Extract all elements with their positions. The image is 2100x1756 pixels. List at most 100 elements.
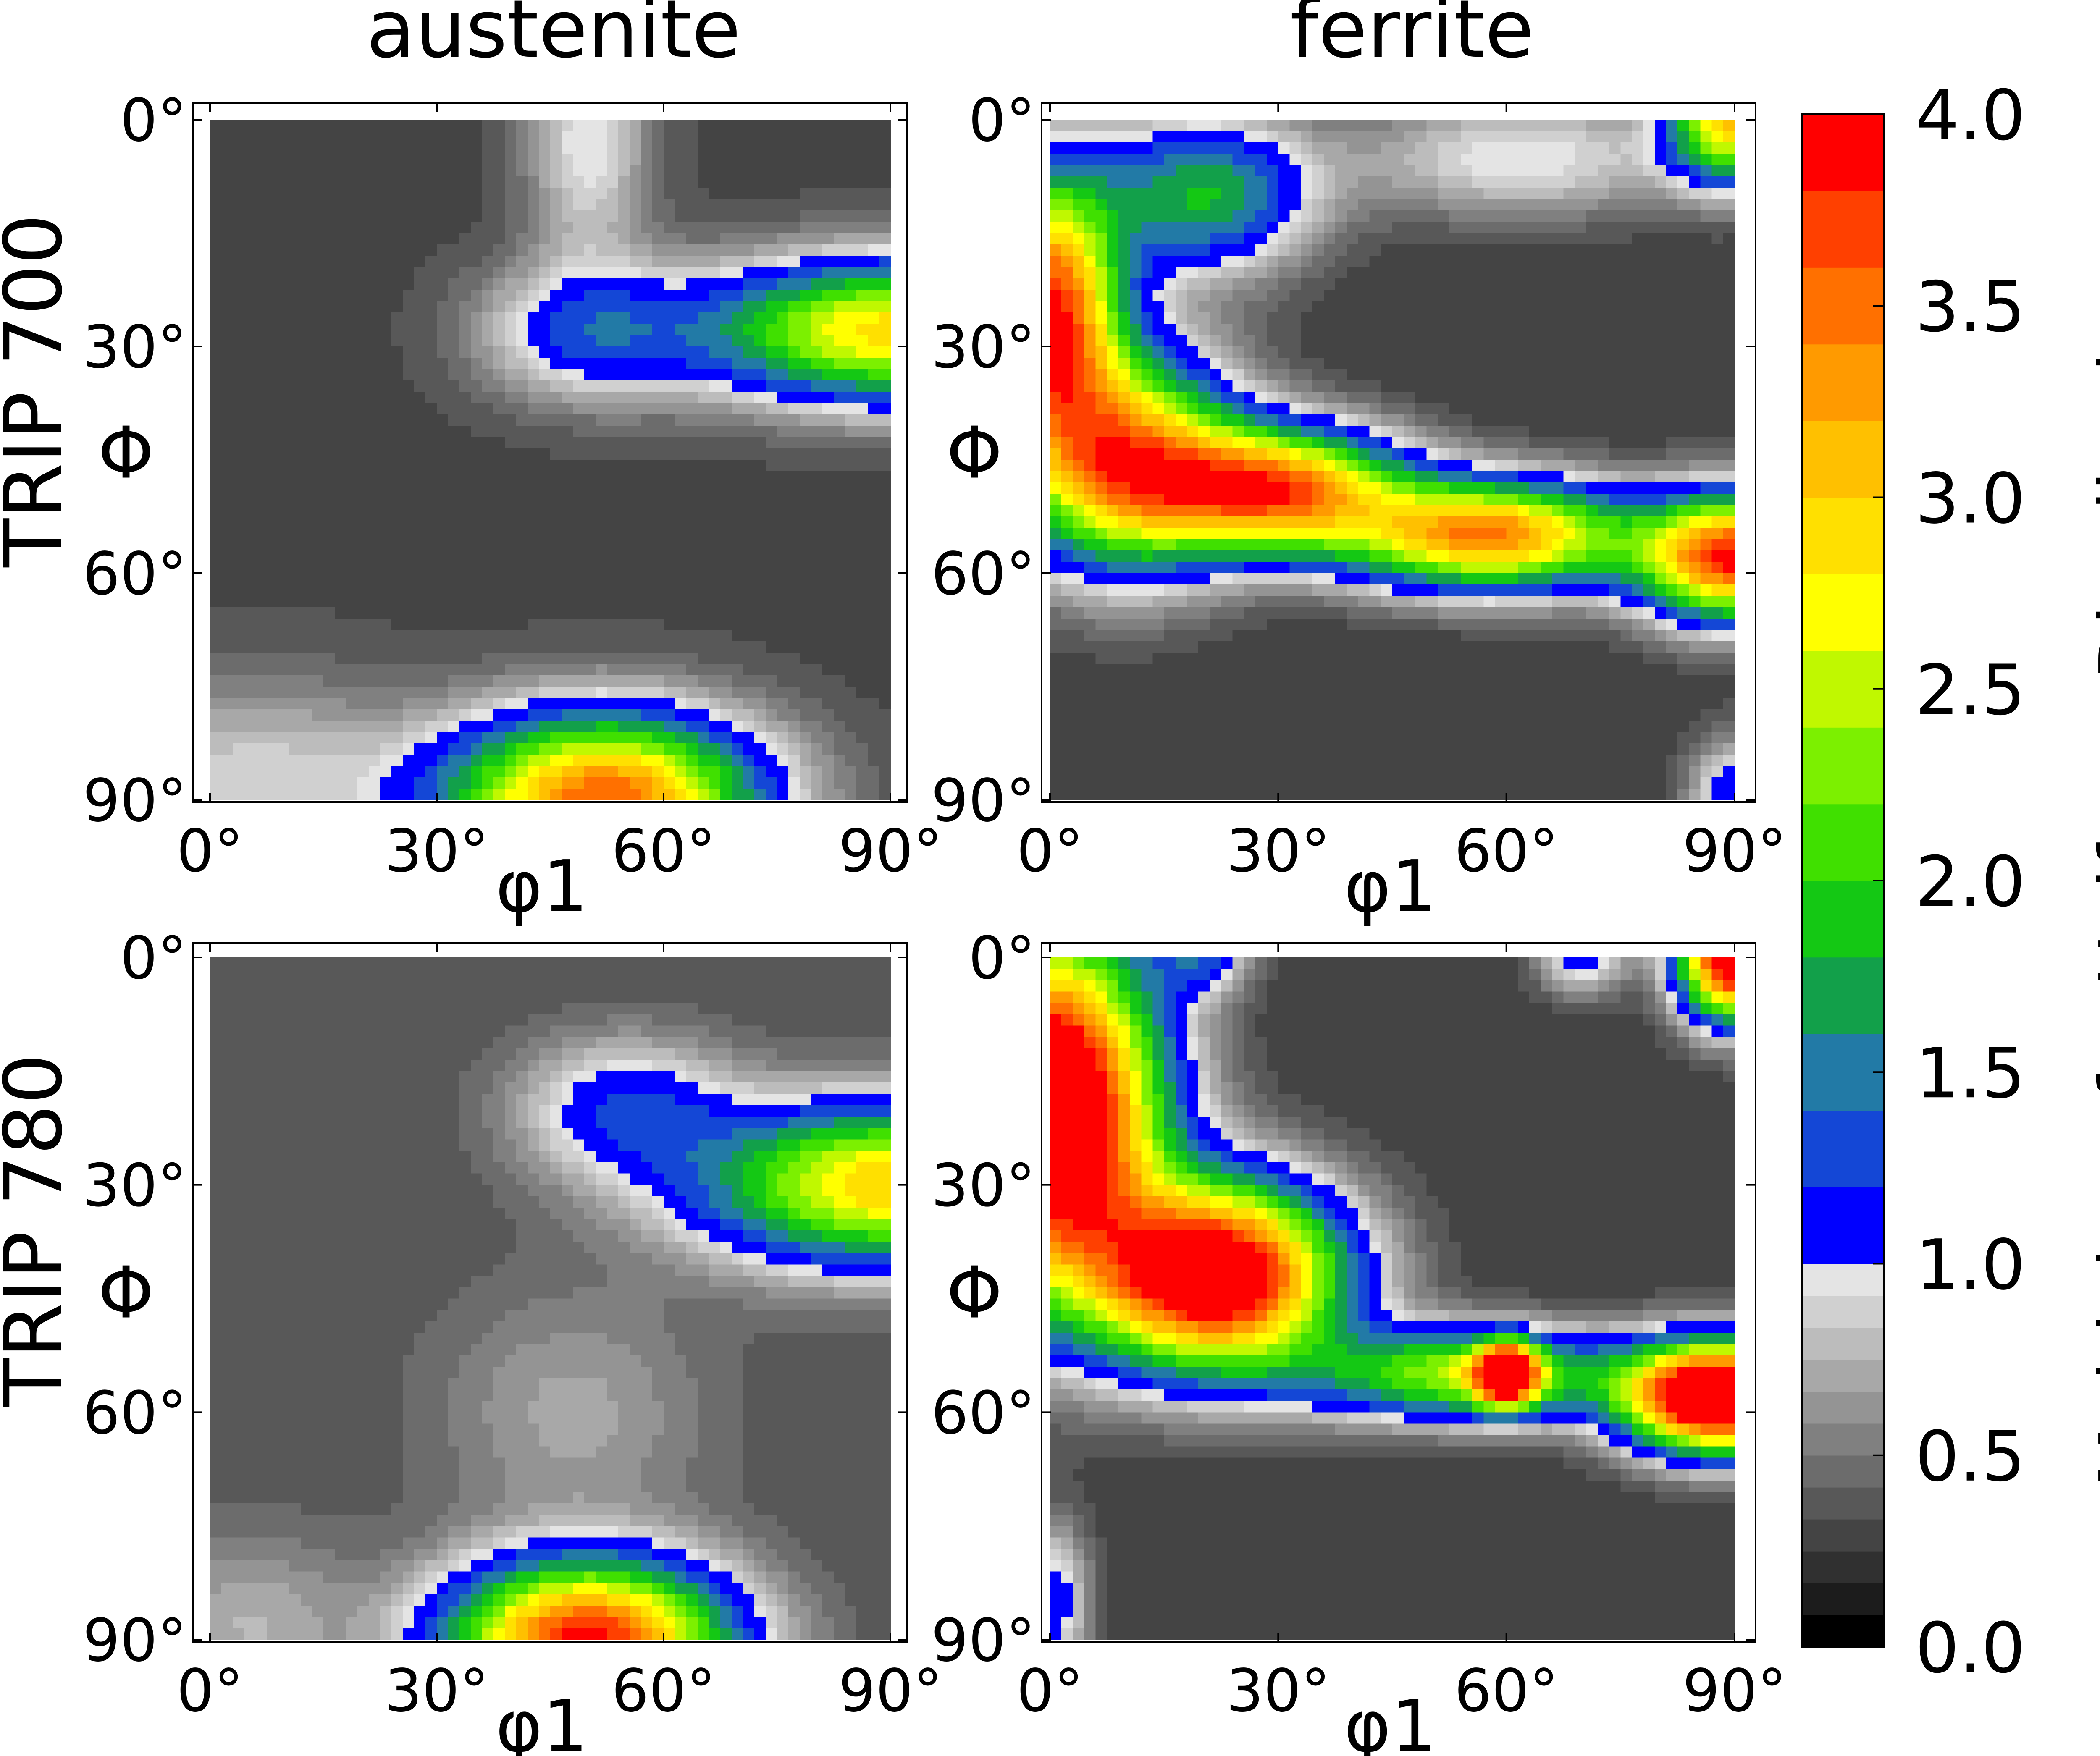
heatmap-cell — [1495, 233, 1507, 245]
heatmap-cell — [596, 120, 607, 131]
heatmap-cell — [811, 199, 823, 211]
heatmap-cell — [596, 528, 607, 540]
heatmap-cell — [822, 154, 834, 165]
heatmap-cell — [346, 494, 358, 506]
heatmap-cell — [1517, 301, 1530, 313]
heatmap-cell — [437, 210, 449, 222]
heatmap-cell — [800, 471, 811, 483]
heatmap-cell — [1700, 324, 1712, 335]
heatmap-cell — [1643, 312, 1655, 324]
heatmap-cell — [1187, 256, 1199, 267]
heatmap-cell — [652, 528, 664, 540]
heatmap-cell — [800, 392, 811, 404]
heatmap-cell — [1541, 278, 1553, 290]
heatmap-cell — [301, 199, 312, 211]
heatmap-cell — [698, 721, 709, 732]
heatmap-cell — [562, 380, 573, 392]
heatmap-cell — [1107, 244, 1119, 256]
heatmap-cell — [1449, 278, 1461, 290]
heatmap-cell — [414, 448, 426, 460]
heatmap-cell — [357, 222, 369, 233]
heatmap-cell — [550, 199, 562, 211]
heatmap-cell — [822, 471, 834, 483]
heatmap-cell — [777, 188, 789, 199]
heatmap-cell — [1472, 312, 1484, 324]
heatmap-cell — [482, 222, 494, 233]
heatmap-cell — [539, 630, 551, 642]
heatmap-cell — [1517, 369, 1530, 381]
heatmap-cell — [754, 641, 766, 653]
heatmap-cell — [1654, 176, 1667, 188]
heatmap-cell — [1404, 267, 1416, 279]
heatmap-cell — [550, 210, 562, 222]
heatmap-cell — [664, 301, 675, 313]
heatmap-cell — [641, 721, 653, 732]
heatmap-cell — [391, 256, 403, 267]
heatmap-cell — [369, 380, 381, 392]
heatmap-cell — [1563, 358, 1575, 370]
heatmap-cell — [255, 698, 267, 710]
heatmap-cell — [596, 721, 607, 732]
heatmap-cell — [1312, 324, 1324, 335]
heatmap-cell — [800, 709, 811, 721]
heatmap-cell — [255, 426, 267, 438]
heatmap-cell — [743, 584, 755, 596]
heatmap-cell — [766, 437, 777, 449]
heatmap-cell — [210, 698, 222, 710]
heatmap-cell — [686, 732, 698, 744]
heatmap-cell — [267, 619, 278, 630]
heatmap-cell — [720, 448, 732, 460]
heatmap-cell — [777, 596, 789, 608]
heatmap-cell — [766, 471, 777, 483]
heatmap-cell — [267, 698, 278, 710]
heatmap-cell — [1198, 154, 1210, 165]
heatmap-cell — [630, 301, 641, 313]
heatmap-cell — [754, 176, 766, 188]
heatmap-cell — [516, 426, 528, 438]
heatmap-cell — [289, 471, 301, 483]
heatmap-cell — [1061, 154, 1074, 165]
heatmap-cell — [1609, 278, 1621, 290]
heatmap-cell — [630, 482, 641, 494]
heatmap-cell — [879, 460, 891, 472]
heatmap-cell — [380, 256, 392, 267]
heatmap-cell — [732, 131, 743, 143]
heatmap-cell — [652, 482, 664, 494]
heatmap-cell — [1358, 256, 1370, 267]
heatmap-cell — [550, 120, 562, 131]
heatmap-cell — [1575, 358, 1587, 370]
heatmap-cell — [233, 278, 244, 290]
x-axis-label: φ1 — [496, 845, 588, 928]
heatmap-cell — [1700, 120, 1712, 131]
heatmap-cell — [1369, 324, 1381, 335]
heatmap-cell — [879, 721, 891, 732]
heatmap-cell — [1392, 165, 1404, 177]
heatmap-cell — [1552, 131, 1564, 143]
heatmap-cell — [1415, 278, 1427, 290]
heatmap-cell — [1084, 290, 1096, 301]
heatmap-cell — [1187, 154, 1199, 165]
heatmap-cell — [301, 222, 312, 233]
heatmap-cell — [528, 256, 539, 267]
heatmap-cell — [448, 324, 460, 335]
heatmap-cell — [528, 675, 539, 687]
heatmap-cell — [732, 584, 743, 596]
heatmap-cell — [573, 154, 585, 165]
heatmap-cell — [346, 233, 358, 245]
heatmap-cell — [391, 267, 403, 279]
heatmap-cell — [516, 630, 528, 642]
heatmap-cell — [448, 358, 460, 370]
heatmap-cell — [1666, 188, 1678, 199]
heatmap-cell — [1198, 233, 1210, 245]
heatmap-cell — [800, 154, 811, 165]
heatmap-cell — [1506, 199, 1518, 211]
heatmap-cell — [505, 278, 517, 290]
heatmap-cell — [482, 358, 494, 370]
heatmap-cell — [278, 460, 290, 472]
heatmap-cell — [1472, 233, 1484, 245]
heatmap-cell — [391, 630, 403, 642]
heatmap-cell — [482, 460, 494, 472]
heatmap-cell — [323, 607, 335, 619]
heatmap-cell — [244, 165, 256, 177]
heatmap-cell — [550, 290, 562, 301]
